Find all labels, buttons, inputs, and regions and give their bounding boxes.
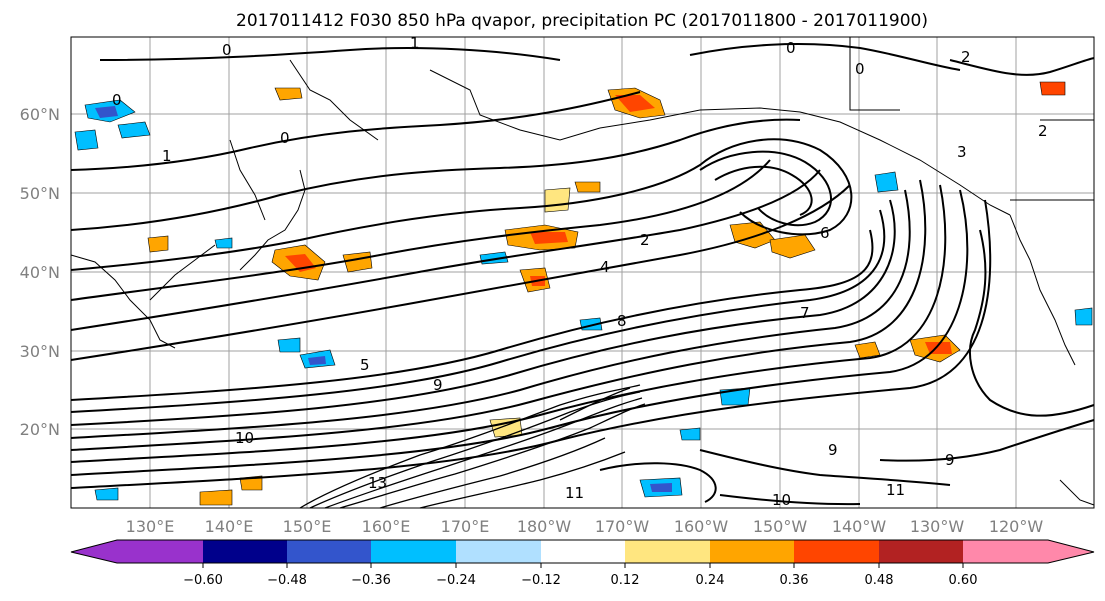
contour-label: 10 bbox=[772, 491, 791, 509]
lon-label-120w: 120°W bbox=[989, 517, 1044, 536]
colorbar-outline bbox=[70, 539, 1095, 564]
contour-label: 0 bbox=[112, 91, 122, 109]
lon-label-160w: 160°W bbox=[674, 517, 729, 536]
colorbar-bin bbox=[794, 540, 879, 563]
colorbar-ticks bbox=[202, 563, 964, 568]
map-border bbox=[70, 36, 1095, 509]
lat-label-50n: 50°N bbox=[20, 184, 60, 203]
colorbar-tick-label: 0.48 bbox=[865, 573, 894, 588]
lat-label-60n: 60°N bbox=[20, 105, 60, 124]
coastlines bbox=[70, 37, 1095, 506]
colorbar-bin bbox=[371, 540, 456, 563]
contour-label: 1 bbox=[162, 147, 172, 165]
lon-label-150w: 150°W bbox=[753, 517, 808, 536]
colorbar-extend-low bbox=[71, 540, 117, 563]
contour-label: 5 bbox=[360, 356, 370, 374]
colorbar-tick-label: 0.60 bbox=[949, 573, 978, 588]
colorbar-bin bbox=[963, 540, 1048, 563]
colorbar-extend-high bbox=[1048, 540, 1094, 563]
lon-label-130e: 130°E bbox=[126, 517, 175, 536]
contour-label: 13 bbox=[368, 474, 387, 492]
colorbar-tick-label: −0.12 bbox=[521, 573, 561, 588]
lon-label-140w: 140°W bbox=[832, 517, 887, 536]
contour-label: 11 bbox=[886, 481, 905, 499]
lat-label-40n: 40°N bbox=[20, 263, 60, 282]
colorbar-bin bbox=[456, 540, 541, 563]
colorbar-tick-label: 0.24 bbox=[696, 573, 725, 588]
contour-label: 10 bbox=[235, 429, 254, 447]
contour-label: 4 bbox=[600, 258, 610, 276]
colorbar-tick-label: 0.12 bbox=[611, 573, 640, 588]
lon-label-170w: 170°W bbox=[595, 517, 650, 536]
lon-label-160e: 160°E bbox=[362, 517, 411, 536]
contour-label: 2 bbox=[1038, 122, 1048, 140]
contour-label: 0 bbox=[222, 41, 232, 59]
colorbar-bin bbox=[710, 540, 794, 563]
lon-label-130w: 130°W bbox=[910, 517, 965, 536]
contour-label: 0 bbox=[280, 129, 290, 147]
colorbar-tick-label: −0.36 bbox=[351, 573, 391, 588]
colorbar-bin bbox=[541, 540, 625, 563]
map-title: 2017011412 F030 850 hPa qvapor, precipit… bbox=[236, 11, 928, 31]
longitude-labels: 130°E 140°E 150°E 160°E 170°E 180°W 170°… bbox=[126, 517, 1044, 536]
latitude-labels: 60°N 50°N 40°N 30°N 20°N bbox=[20, 105, 60, 439]
colorbar-bin bbox=[287, 540, 371, 563]
qvapor-contours bbox=[70, 43, 1095, 509]
colorbar-tick-label: −0.24 bbox=[436, 573, 476, 588]
contour-label: 0 bbox=[855, 60, 865, 78]
contour-label: 9 bbox=[433, 376, 443, 394]
colorbar-bin bbox=[879, 540, 963, 563]
contour-label: 8 bbox=[617, 312, 627, 330]
contour-label: 6 bbox=[820, 224, 830, 242]
colorbar-bin bbox=[625, 540, 710, 563]
contour-label: 7 bbox=[800, 304, 810, 322]
colorbar: −0.60 −0.48 −0.36 −0.24 −0.12 0.12 0.24 … bbox=[70, 539, 1095, 588]
contour-labels: 0 0 0 0 0 1 1 2 2 2 3 4 5 6 7 8 9 9 9 10… bbox=[112, 34, 1048, 509]
colorbar-tick-label: −0.48 bbox=[267, 573, 307, 588]
contour-label: 0 bbox=[786, 39, 796, 57]
lat-label-30n: 30°N bbox=[20, 342, 60, 361]
lon-label-140e: 140°E bbox=[205, 517, 254, 536]
colorbar-bin bbox=[203, 540, 287, 563]
contour-label: 9 bbox=[945, 451, 955, 469]
contour-label: 9 bbox=[828, 441, 838, 459]
colorbar-tick-label: 0.36 bbox=[780, 573, 809, 588]
contour-label: 3 bbox=[957, 143, 967, 161]
contour-label: 11 bbox=[565, 484, 584, 502]
colorbar-bin bbox=[117, 540, 203, 563]
contour-label: 2 bbox=[961, 48, 971, 66]
lon-label-170e: 170°E bbox=[441, 517, 490, 536]
lat-label-20n: 20°N bbox=[20, 420, 60, 439]
contour-label: 2 bbox=[640, 231, 650, 249]
colorbar-tick-label: −0.60 bbox=[183, 573, 223, 588]
map-frame: 0 0 0 0 0 1 1 2 2 2 3 4 5 6 7 8 9 9 9 10… bbox=[70, 34, 1095, 509]
contour-label: 1 bbox=[410, 34, 420, 52]
lon-label-180w: 180°W bbox=[517, 517, 572, 536]
lon-label-150e: 150°E bbox=[283, 517, 332, 536]
